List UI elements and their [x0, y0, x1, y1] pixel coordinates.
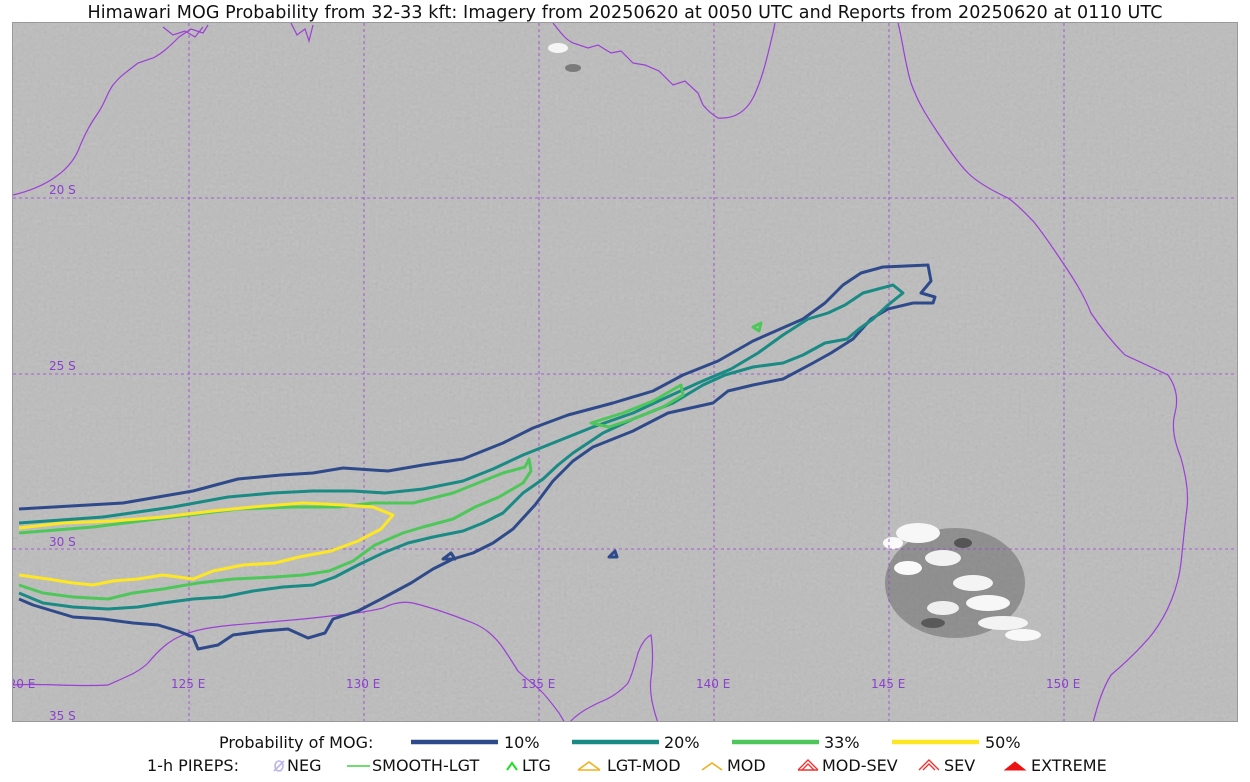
pirep-label-sev: SEV [944, 756, 976, 775]
lon-label-145e: 145 E [871, 677, 905, 691]
mod-icon [701, 762, 723, 771]
lon-label-125e: 125 E [171, 677, 205, 691]
lat-label-35s: 35 S [49, 709, 76, 722]
legend-label-20pct: 20% [664, 733, 700, 752]
lon-label-150e: 150 E [1046, 677, 1080, 691]
legend-label-10pct: 10% [504, 733, 540, 752]
contour-50pct [18, 501, 395, 587]
prob-legend-title: Probability of MOG: [219, 733, 374, 752]
map-labels: 20 S 25 S 30 S 35 S 120 E 125 E 130 E 13… [13, 183, 1080, 722]
coastline [13, 23, 1189, 721]
lat-label-25s: 25 S [49, 359, 76, 373]
graticule [13, 23, 1237, 721]
extreme-icon [1003, 761, 1027, 771]
contour-20pct [18, 283, 905, 611]
sev-icon [918, 759, 940, 771]
lon-label-120e: 120 E [13, 677, 35, 691]
legend-label-50pct: 50% [985, 733, 1021, 752]
pirep-label-smooth-lgt: SMOOTH-LGT [372, 756, 480, 775]
pirep-legend-title: 1-h PIREPS: [147, 756, 239, 775]
lon-label-140e: 140 E [696, 677, 730, 691]
storm-cloud-cluster [548, 43, 1041, 641]
legend-label-33pct: 33% [824, 733, 860, 752]
pirep-label-mod-sev: MOD-SEV [822, 756, 898, 775]
map-title: Himawari MOG Probability from 32-33 kft:… [87, 3, 1163, 23]
lat-label-20s: 20 S [49, 183, 76, 197]
pirep-label-neg: NEG [287, 756, 322, 775]
mod-sev-icon [797, 759, 819, 771]
legend: Probability of MOG: 10% 20% 33% 50% 1-h … [0, 730, 1250, 782]
pirep-label-lgt-mod: LGT-MOD [607, 756, 681, 775]
contour-10pct [18, 263, 937, 651]
pirep-label-mod: MOD [727, 756, 766, 775]
neg-icon [273, 760, 285, 772]
lon-label-130e: 130 E [346, 677, 380, 691]
mog-contours [18, 263, 937, 651]
lgt-mod-icon [577, 761, 601, 771]
satellite-map: 20 S 25 S 30 S 35 S 120 E 125 E 130 E 13… [12, 22, 1238, 722]
lat-label-30s: 30 S [49, 535, 76, 549]
pirep-label-ltg: LTG [522, 756, 551, 775]
pirep-label-extreme: EXTREME [1031, 756, 1107, 775]
ltg-icon [506, 761, 518, 771]
lon-label-135e: 135 E [521, 677, 555, 691]
